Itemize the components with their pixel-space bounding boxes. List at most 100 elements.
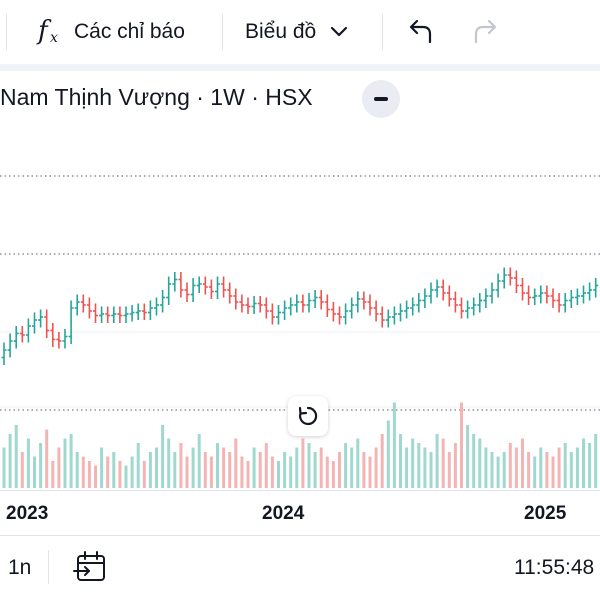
volume-bar bbox=[161, 425, 165, 488]
volume-bar bbox=[240, 456, 244, 488]
volume-bar bbox=[216, 443, 219, 488]
volume-bar bbox=[277, 461, 280, 488]
volume-bar bbox=[94, 465, 97, 488]
volume-bar bbox=[33, 456, 36, 488]
volume-bar bbox=[374, 447, 378, 488]
indicators-label: Các chỉ báo bbox=[74, 20, 185, 43]
chart-type-label: Biểu đồ bbox=[245, 20, 317, 43]
chart-type-button[interactable]: Biểu đồ bbox=[245, 12, 348, 52]
volume-bar bbox=[441, 438, 445, 488]
volume-bar bbox=[301, 438, 305, 488]
volume-bar bbox=[399, 434, 402, 488]
volume-bar bbox=[148, 452, 152, 488]
reset-icon bbox=[298, 406, 318, 426]
symbol-title[interactable]: Nam Thịnh Vượng · 1W · HSX bbox=[0, 84, 313, 110]
volume-bar bbox=[405, 447, 409, 488]
volume-bar bbox=[423, 447, 427, 488]
volume-bar bbox=[81, 456, 85, 488]
volume-bar bbox=[331, 461, 335, 488]
volume-bar bbox=[130, 456, 134, 488]
go-to-date-icon[interactable] bbox=[72, 550, 108, 586]
collapse-legend-button[interactable] bbox=[362, 80, 400, 118]
year-label: 2023 bbox=[6, 503, 49, 524]
volume-bar bbox=[368, 456, 372, 488]
volume-bar bbox=[209, 456, 213, 488]
toolbar-divider bbox=[382, 14, 383, 50]
chevron-down-icon bbox=[331, 26, 348, 37]
volume-bar bbox=[478, 438, 482, 488]
volume-bar bbox=[57, 447, 61, 488]
volume-bar bbox=[521, 438, 524, 488]
volume-bar bbox=[167, 438, 171, 488]
volume-bar bbox=[429, 452, 433, 488]
minus-icon bbox=[374, 97, 388, 101]
volume-bar bbox=[386, 420, 390, 488]
year-label: 2025 bbox=[524, 503, 567, 524]
volume-bar bbox=[545, 452, 549, 488]
volume-bar bbox=[533, 456, 537, 488]
volume-bar bbox=[417, 443, 421, 488]
volume-bar bbox=[69, 434, 73, 488]
bottom-divider bbox=[48, 550, 49, 584]
toolbar-separator-strip bbox=[0, 64, 600, 71]
volume-bar bbox=[106, 456, 110, 488]
volume-bar bbox=[258, 452, 262, 488]
volume-bar bbox=[514, 447, 518, 488]
volume-bar bbox=[496, 456, 500, 488]
volume-bar bbox=[484, 447, 488, 488]
volume-bar bbox=[527, 452, 531, 488]
volume-bar bbox=[338, 452, 341, 488]
volume-bar bbox=[582, 438, 585, 488]
reset-chart-button[interactable] bbox=[288, 396, 328, 436]
undo-icon[interactable] bbox=[406, 18, 436, 58]
volume-bar bbox=[307, 443, 311, 488]
redo-icon[interactable] bbox=[470, 18, 500, 58]
volume-bar bbox=[325, 456, 329, 488]
volume-bar bbox=[173, 452, 177, 488]
volume-bar bbox=[289, 456, 293, 488]
time-axis[interactable]: 2023 2024 2025 bbox=[0, 490, 600, 535]
volume-bar bbox=[51, 461, 55, 488]
volume-bar bbox=[453, 443, 457, 488]
volume-bar bbox=[136, 443, 140, 488]
volume-bar bbox=[112, 452, 116, 488]
volume-bar bbox=[344, 443, 348, 488]
volume-bar bbox=[222, 447, 226, 488]
volume-bar bbox=[75, 452, 79, 488]
volume-bar bbox=[142, 461, 146, 488]
volume-bar bbox=[411, 438, 415, 488]
volume-bar bbox=[283, 452, 287, 488]
volume-bar bbox=[155, 447, 158, 488]
clock-time: 11:55:48 bbox=[514, 556, 595, 579]
volume-bar bbox=[20, 452, 24, 488]
volume-bar bbox=[460, 402, 463, 488]
volume-bar bbox=[447, 452, 451, 488]
volume-bar bbox=[252, 447, 256, 488]
volume-bar bbox=[197, 434, 201, 488]
volume-bar bbox=[319, 447, 323, 488]
volume-bar bbox=[508, 443, 512, 488]
volume-bar bbox=[191, 447, 195, 488]
volume-bar bbox=[502, 452, 506, 488]
volume-bar bbox=[472, 434, 476, 488]
year-label: 2024 bbox=[262, 503, 305, 524]
volume-bar bbox=[563, 443, 567, 488]
volume-bar bbox=[539, 447, 543, 488]
volume-bar bbox=[179, 443, 183, 488]
volume-bar bbox=[246, 461, 250, 488]
volume-bar bbox=[557, 447, 561, 488]
volume-bar bbox=[380, 434, 384, 488]
volume-bar bbox=[356, 438, 360, 488]
volume-bar bbox=[228, 452, 232, 488]
volume-bar bbox=[8, 434, 12, 488]
volume-bar bbox=[350, 447, 354, 488]
price-chart[interactable] bbox=[0, 120, 600, 490]
volume-bar bbox=[39, 443, 43, 488]
volume-bar bbox=[588, 443, 592, 488]
volume-bar bbox=[490, 452, 494, 488]
range-1y-button[interactable]: 1n bbox=[8, 556, 32, 579]
bottom-bar: 1n 11:55:48 bbox=[0, 535, 600, 601]
